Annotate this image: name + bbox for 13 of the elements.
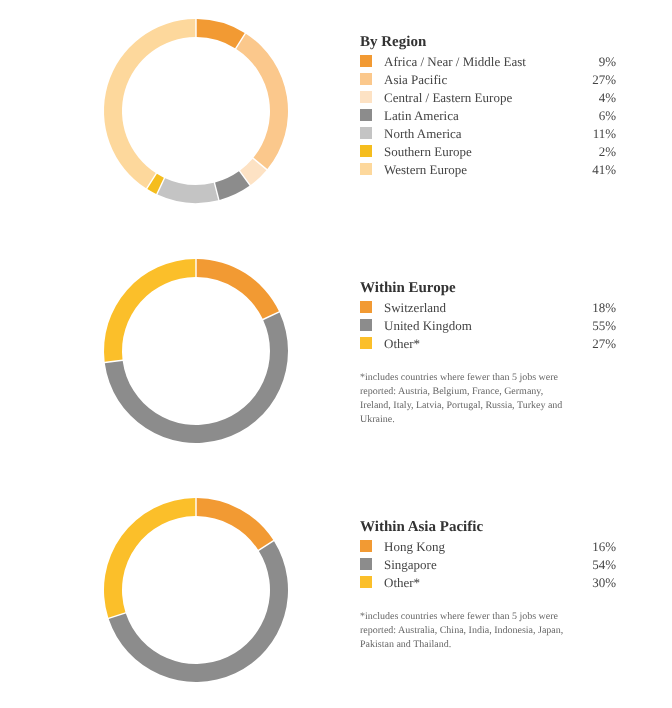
donut-slice	[215, 171, 250, 200]
donut-slice	[104, 498, 196, 618]
donut-slice	[108, 541, 288, 682]
donut-slice	[236, 33, 288, 170]
donut-slice	[104, 259, 196, 362]
donut-slice	[157, 178, 219, 203]
donut-slice	[104, 312, 288, 443]
donut-slice	[104, 19, 196, 189]
donut-slice	[196, 498, 274, 550]
donut-slice	[147, 173, 164, 194]
donut-slice	[196, 259, 279, 319]
donut-slice	[240, 158, 267, 186]
donut-slice	[196, 19, 245, 49]
